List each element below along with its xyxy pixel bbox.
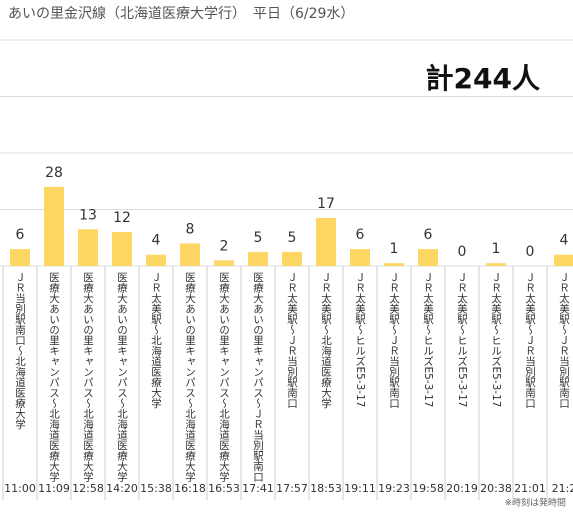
total: 計244人	[426, 62, 540, 95]
value-label: 5	[288, 230, 297, 246]
route-label: ＪＲ太美駅～北海道医療大学	[150, 272, 162, 409]
value-label: 13	[79, 207, 97, 223]
bar	[282, 251, 302, 266]
x-tick-label: 11:09	[38, 482, 70, 495]
bar	[554, 254, 573, 266]
value-label: 28	[45, 165, 63, 181]
bar	[350, 249, 370, 266]
x-tick-label: 14:20	[106, 482, 138, 495]
value-label: 0	[526, 244, 535, 260]
value-label: 1	[390, 241, 399, 257]
x-tick-label: 17:41	[242, 482, 274, 495]
value-label: 4	[152, 233, 161, 249]
x-tick-label: 15:38	[140, 482, 172, 495]
value-label: 1	[492, 241, 501, 257]
route-label: ＪＲ太美駅～ＪＲ当別駅南口	[558, 272, 570, 409]
value-label: 2	[220, 238, 229, 254]
route-label: ＪＲ太美駅～北海道医療大学	[320, 272, 332, 409]
value-label: 5	[254, 230, 263, 246]
route-label: ＪＲ太美駅～ＪＲ当別駅南口	[524, 272, 536, 409]
route-label: ＪＲ当別駅南口～北海道医療大学	[14, 272, 26, 430]
x-tick-label: 19:11	[344, 482, 376, 495]
route-label: 医療大あいの里キャンパス～北海道医療大学	[48, 272, 60, 482]
chart-title: あいの里金沢線（北海道医療大学行） 平日（6/29水）	[8, 5, 354, 22]
value-label: 4	[560, 233, 569, 249]
x-tick-label: 17:57	[276, 482, 308, 495]
value-label: 17	[317, 196, 335, 212]
value-label: 6	[356, 227, 365, 243]
bar	[44, 186, 64, 266]
x-tick-label: 20:38	[480, 482, 512, 495]
bar	[316, 217, 336, 266]
route-label: ＪＲ太美駅～ＪＲ当別駅南口	[388, 272, 400, 409]
bar	[486, 263, 506, 266]
route-label: 医療大あいの里キャンパス～ＪＲ当別駅南口	[252, 272, 264, 482]
x-tick-label: 18:53	[310, 482, 342, 495]
x-tick-label: 19:23	[378, 482, 410, 495]
bar	[180, 243, 200, 266]
bar	[384, 263, 404, 266]
bar	[214, 260, 234, 266]
x-tick-label: 21:01	[514, 482, 546, 495]
value-label: 12	[113, 210, 131, 226]
route-label: ＪＲ太美駅～ヒルズE5-3-17	[354, 272, 366, 407]
value-label: 8	[186, 221, 195, 237]
route-label: ＪＲ太美駅～ヒルズE5-3-17	[422, 272, 434, 407]
value-label: 6	[16, 227, 25, 243]
x-tick-label: 21:2	[552, 482, 573, 495]
x-tick-label: 19:58	[412, 482, 444, 495]
route-label: 医療大あいの里キャンパス～北海道医療大学	[116, 272, 128, 482]
bar	[10, 249, 30, 266]
x-tick-label: 16:53	[208, 482, 240, 495]
route-label: 医療大あいの里キャンパス～北海道医療大学	[184, 272, 196, 482]
x-tick-label: 11:00	[4, 482, 36, 495]
value-label: 6	[424, 227, 433, 243]
bar	[78, 229, 98, 266]
route-label: ＪＲ太美駅～ＪＲ当別駅南口	[286, 272, 298, 409]
footnote: ※時刻は発時間	[504, 497, 566, 509]
bar	[112, 232, 132, 266]
route-label: 医療大あいの里キャンパス～北海道医療大学	[218, 272, 230, 482]
bar	[418, 249, 438, 266]
route-label: ＪＲ太美駅～ヒルズE5-3-17	[490, 272, 502, 407]
x-tick-label: 16:18	[174, 482, 206, 495]
route-label: 医療大あいの里キャンパス～北海道医療大学	[82, 272, 94, 482]
bar	[146, 254, 166, 266]
value-label: 0	[458, 244, 467, 260]
route-label: ＪＲ太美駅～ヒルズE5-3-17	[456, 272, 468, 407]
bar	[248, 251, 268, 266]
x-tick-label: 12:58	[72, 482, 104, 495]
x-tick-label: 20:19	[446, 482, 478, 495]
